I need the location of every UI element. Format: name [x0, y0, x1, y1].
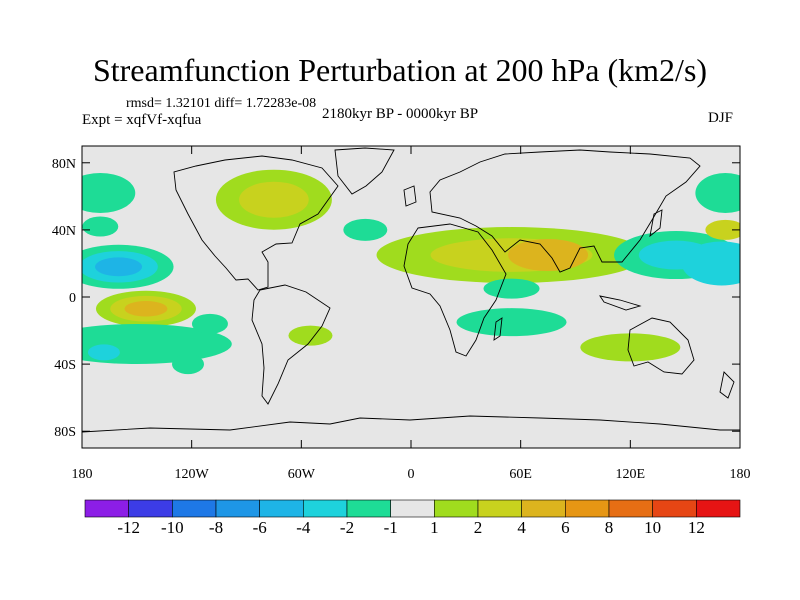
field-central-pacific-high-band-2 — [124, 301, 168, 317]
field-east-pacific-low-band-2 — [94, 257, 143, 277]
coast-indonesia — [599, 295, 642, 311]
coast-africa — [403, 223, 507, 357]
colorbar-label-8: 2 — [474, 518, 483, 537]
colorbar-swatch-5 — [303, 499, 348, 518]
field-north-atlantic-low-band-0 — [343, 218, 388, 241]
coastlines — [82, 147, 740, 433]
y-tick-label-2: 0 — [69, 291, 76, 306]
field-australia-high-band-0 — [580, 333, 681, 362]
x-tick-label-6: 180 — [730, 467, 751, 482]
colorbar-swatch-13 — [652, 499, 697, 518]
y-tick-label-1: 40N — [52, 224, 76, 239]
field-north-america-high-band-1 — [239, 181, 309, 218]
x-tick-label-4: 60E — [509, 467, 532, 482]
field-south-america-small-high — [288, 325, 333, 346]
field-spac-small-low — [191, 313, 228, 334]
field-arabian-sea-low — [483, 278, 540, 299]
coast-south-america — [251, 284, 331, 405]
x-tick-label-0: 180 — [72, 467, 93, 482]
contour-fields — [82, 169, 740, 375]
y-axis: 80N 40N 0 40S 80S — [52, 157, 740, 440]
colorbar-label-1: -10 — [161, 518, 184, 537]
colorbar-label-3: -6 — [253, 518, 267, 537]
colorbar-swatch-6 — [346, 499, 391, 518]
coast-uk — [403, 185, 417, 207]
field-arctic-pacific-low-west — [82, 172, 136, 213]
colorbar-label-12: 10 — [644, 518, 661, 537]
field-npac-small-low — [82, 216, 119, 237]
coast-new-zealand — [719, 371, 735, 399]
colorbar-swatch-10 — [521, 499, 566, 518]
x-axis: 180 120W 60W 0 60E 120E 180 — [72, 146, 751, 482]
colorbar-label-9: 4 — [517, 518, 526, 537]
coast-greenland — [334, 147, 395, 195]
coast-eurasia — [429, 149, 701, 273]
colorbar-swatch-9 — [477, 499, 522, 518]
colorbar-swatch-2 — [172, 499, 217, 518]
chart-title: Streamfunction Perturbation at 200 hPa (… — [92, 52, 708, 88]
colorbar-label-2: -8 — [209, 518, 223, 537]
field-south-asia-core-band-0 — [508, 239, 589, 272]
colorbar-label-0: -12 — [117, 518, 140, 537]
colorbar-swatch-12 — [608, 499, 653, 518]
colorbar-label-7: 1 — [430, 518, 439, 537]
colorbar: -12 -10 -8 -6 -4 -2 -1 1 2 4 6 8 10 12 — [84, 499, 741, 537]
colorbar-swatch-1 — [128, 499, 173, 518]
colorbar-swatch-11 — [565, 499, 610, 518]
colorbar-swatch-0 — [84, 499, 129, 518]
x-tick-label-3: 0 — [408, 467, 415, 482]
coast-antarctica — [82, 415, 740, 433]
period-label: 2180kyr BP - 0000kyr BP — [322, 106, 479, 122]
field-spac-core-low — [87, 344, 120, 361]
colorbar-label-11: 8 — [605, 518, 614, 537]
y-tick-label-4: 80S — [54, 425, 76, 440]
colorbar-swatch-7 — [390, 499, 435, 518]
colorbar-swatch-4 — [259, 499, 304, 518]
field-spac-south-low — [172, 354, 205, 375]
colorbar-label-4: -4 — [296, 518, 311, 537]
field-south-indian-low-band-0 — [456, 308, 567, 337]
y-tick-label-0: 80N — [52, 157, 76, 172]
colorbar-label-10: 6 — [561, 518, 570, 537]
field-dateline-low — [681, 241, 740, 286]
coast-australia — [627, 317, 695, 375]
field-npac-small-high — [705, 219, 740, 240]
colorbar-label-13: 12 — [688, 518, 705, 537]
colorbar-label-6: -1 — [384, 518, 398, 537]
colorbar-swatch-8 — [434, 499, 479, 518]
y-tick-label-3: 40S — [54, 358, 76, 373]
plot-background — [82, 146, 740, 448]
colorbar-swatch-14 — [696, 499, 741, 518]
field-arctic-pacific-low-east — [695, 172, 740, 213]
coast-japan — [649, 209, 663, 238]
colorbar-swatch-3 — [215, 499, 260, 518]
experiment-label: Expt = xqfVf-xqfua — [82, 112, 202, 128]
x-tick-label-1: 120W — [175, 467, 210, 482]
x-tick-label-2: 60W — [288, 467, 316, 482]
stats-label: rmsd= 1.32101 diff= 1.72283e-08 — [126, 96, 317, 111]
x-tick-label-5: 120E — [616, 467, 646, 482]
coast-north-america — [173, 155, 339, 291]
coast-madagascar — [493, 317, 503, 341]
colorbar-label-5: -2 — [340, 518, 354, 537]
season-label: DJF — [708, 110, 734, 126]
